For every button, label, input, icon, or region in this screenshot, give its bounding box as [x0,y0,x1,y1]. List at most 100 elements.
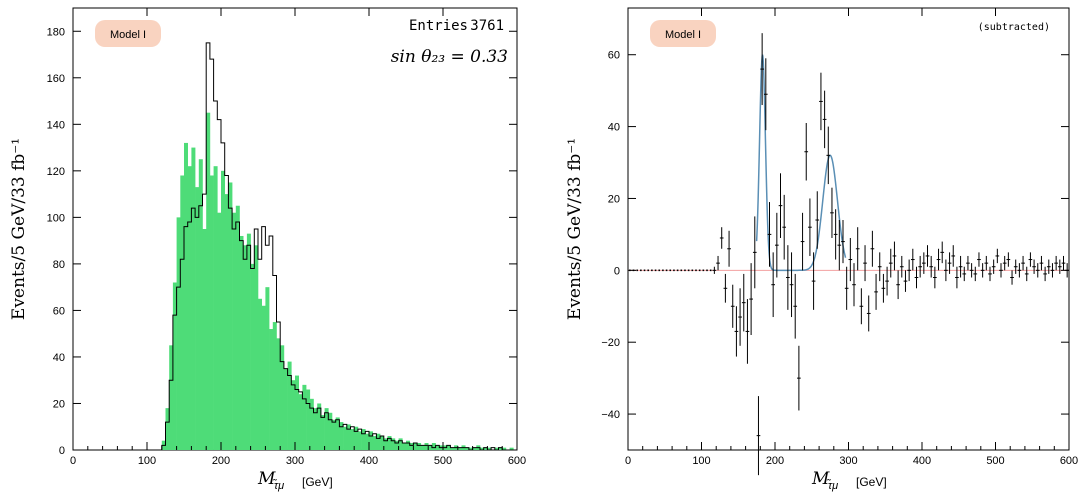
histogram-bar [465,447,470,450]
left-y-tick-label: 40 [53,352,65,364]
left-x-tick-label: 100 [138,455,156,467]
histogram-bar [365,433,370,450]
histogram-bar [261,305,266,450]
svg-text:τ̃μ: τ̃μ [826,479,838,492]
data-point-zero [643,269,646,272]
histogram-bar [217,212,222,450]
histogram-bar [280,345,285,450]
histogram-bar [228,182,233,450]
histogram-bar [258,298,262,450]
right-data-points [629,33,1069,476]
histogram-bar [350,429,355,450]
histogram-bar [435,445,440,450]
right-y-axis-title: Events/5 GeV/33 fb⁻¹ [565,138,585,320]
histogram-bar [254,245,259,450]
histogram-bar [313,408,318,450]
right-x-tick-label: 0 [625,455,631,467]
histogram-bar [509,447,514,450]
right-x-tick-label: 300 [839,455,857,467]
right-y-tick-label: 40 [608,122,620,134]
svg-text:τ̃μ: τ̃μ [272,479,284,492]
histogram-bar [195,187,200,450]
histogram-bar [276,338,281,450]
left-y-tick-label: 60 [53,305,65,317]
histogram-bar [169,345,174,450]
histogram-bar [191,147,196,450]
left-model-badge [95,20,161,47]
histogram-bar [265,287,270,450]
left-y-tick-label: 120 [47,166,65,178]
left-annotation: sin θ₂₃ = 0.33 [391,47,508,67]
histogram-bar [202,229,207,450]
histogram-bar [309,398,314,450]
histogram-bar [317,403,322,450]
histogram-bar [457,447,462,450]
right-x-tick-label: 500 [986,455,1004,467]
histogram-bar [354,426,359,450]
left-y-tick-label: 140 [47,119,65,131]
data-point-zero [665,269,668,272]
histogram-bar [428,445,433,450]
histogram-bar [387,436,392,450]
histogram-bar [243,245,248,450]
histogram-bar [298,394,303,450]
histogram-bar [184,142,188,450]
right-y-tick-label: 20 [608,193,620,205]
data-point-zero [684,269,686,272]
left-y-tick-label: 0 [59,445,65,457]
histogram-bar [283,368,288,450]
left-model-badge-text: Model I [110,29,146,41]
data-point-zero [636,269,638,272]
data-point-zero [673,269,675,272]
histogram-bar [250,263,255,450]
right-axis-ticks: 0 100 200 300 400 500 600 −40 −20 0 20 40 60 [601,8,1078,467]
left-filled-histogram [161,112,514,451]
histogram-bar [498,447,503,450]
left-y-tick-label: 160 [47,73,65,85]
histogram-bar [339,422,344,450]
data-point-zero [680,269,683,272]
right-x-tick-label: 200 [766,455,784,467]
data-point-zero [647,269,650,272]
histogram-bar [376,433,381,450]
histogram-bar [369,431,373,450]
data-point-zero [709,269,712,272]
right-x-axis-title: M τ̃μ [GeV] [811,469,887,492]
histogram-bar [239,235,244,450]
data-point-zero [651,269,653,272]
histogram-bar [235,205,240,450]
histogram-bar [361,429,366,450]
data-point-zero [662,269,664,272]
left-y-tick-label: 80 [53,259,65,271]
histogram-bar [480,447,484,450]
left-outline-histogram [161,42,517,451]
data-point-zero [676,269,679,272]
histogram-bar [409,443,414,450]
svg-text:M: M [811,469,830,489]
left-panel: 0 100 200 300 400 500 600 0 20 40 60 80 100 120 140 160… [9,7,526,492]
left-x-tick-label: 300 [286,455,304,467]
histogram-bar [221,170,225,450]
histogram-bar [287,361,292,450]
histogram-bar [398,438,403,450]
data-point-zero [640,269,642,272]
histogram-bar [343,426,348,450]
left-x-tick-label: 500 [434,455,452,467]
left-axis-ticks: 0 100 200 300 400 500 600 0 20 40 60 80 100 120 140 160… [47,8,526,467]
histogram-bar [431,443,436,450]
histogram-bar [402,443,407,450]
histogram-bar [198,159,203,451]
histogram-bar [269,329,274,450]
right-y-tick-label: 60 [608,50,620,62]
histogram-bar [483,447,488,450]
histogram-bar [272,322,277,450]
left-y-tick-label: 20 [53,398,65,410]
data-point-zero [658,269,661,272]
histogram-bar [413,443,418,450]
right-y-tick-label: −20 [601,337,620,349]
right-model-badge [650,20,716,47]
histogram-bar [450,447,455,450]
right-y-tick-label: −40 [601,409,620,421]
right-x-tick-label: 100 [692,455,710,467]
